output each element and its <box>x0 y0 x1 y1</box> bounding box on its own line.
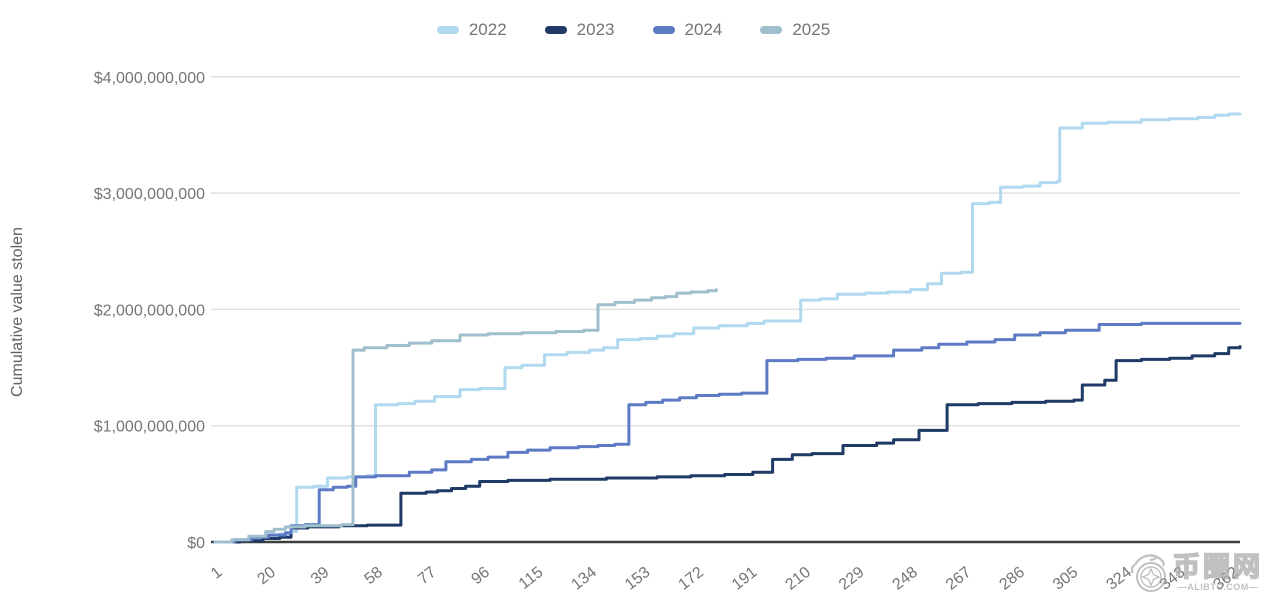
y-tick-label: $4,000,000,000 <box>94 70 205 87</box>
series-line-2025 <box>213 288 718 544</box>
x-tick-label-39: 39 <box>308 564 333 588</box>
y-tick-label: $2,000,000,000 <box>94 302 205 319</box>
x-tick-label-248: 248 <box>889 564 921 594</box>
x-tick-label-172: 172 <box>675 564 707 594</box>
x-tick-label-229: 229 <box>836 564 868 594</box>
watermark-logo-icon <box>1130 554 1166 592</box>
watermark: 币圈网 —ALIBTC.COM— <box>1129 551 1263 595</box>
legend-label: 2022 <box>468 20 507 39</box>
legend-item-2023[interactable]: 2023 <box>544 20 615 40</box>
y-tick-label: $0 <box>187 535 205 552</box>
legend-item-2024[interactable]: 2024 <box>652 20 723 40</box>
x-tick-label-210: 210 <box>782 564 814 594</box>
x-tick-label-20: 20 <box>254 564 279 588</box>
x-tick-label-267: 267 <box>943 564 975 594</box>
series-line-2023 <box>213 345 1242 544</box>
x-tick-label-77: 77 <box>415 564 440 588</box>
y-tick-label: $1,000,000,000 <box>94 419 205 436</box>
x-tick-label-286: 286 <box>996 564 1028 594</box>
x-tick-label-58: 58 <box>361 564 386 588</box>
legend-item-2025[interactable]: 2025 <box>760 20 830 40</box>
series-line-2024 <box>213 321 1242 544</box>
series-line-2022 <box>213 112 1242 544</box>
legend-label: 2025 <box>792 20 831 39</box>
legend-label: 2024 <box>684 20 723 39</box>
legend-item-2022[interactable]: 2022 <box>436 20 507 40</box>
legend-swatch-icon <box>436 26 459 34</box>
x-tick-label-115: 115 <box>516 564 547 593</box>
x-tick-label-305: 305 <box>1050 564 1082 594</box>
x-tick-label-96: 96 <box>468 564 493 588</box>
legend-swatch-icon <box>652 26 675 34</box>
y-axis-title: Cumulative value stolen <box>9 227 26 397</box>
legend-label: 2023 <box>576 20 615 39</box>
x-tick-label-134: 134 <box>568 564 600 594</box>
watermark-cn-text: 币圈网 <box>1172 552 1263 582</box>
chart-legend: 2022 2023 2024 2025 <box>0 20 1267 40</box>
x-tick-label-153: 153 <box>622 564 654 594</box>
x-tick-label-1: 1 <box>208 564 226 583</box>
legend-swatch-icon <box>544 26 567 34</box>
x-tick-label-191: 191 <box>729 564 761 594</box>
legend-swatch-icon <box>760 26 783 34</box>
y-tick-label: $3,000,000,000 <box>94 186 205 203</box>
watermark-sub-text: —ALIBTC.COM— <box>1177 582 1259 592</box>
